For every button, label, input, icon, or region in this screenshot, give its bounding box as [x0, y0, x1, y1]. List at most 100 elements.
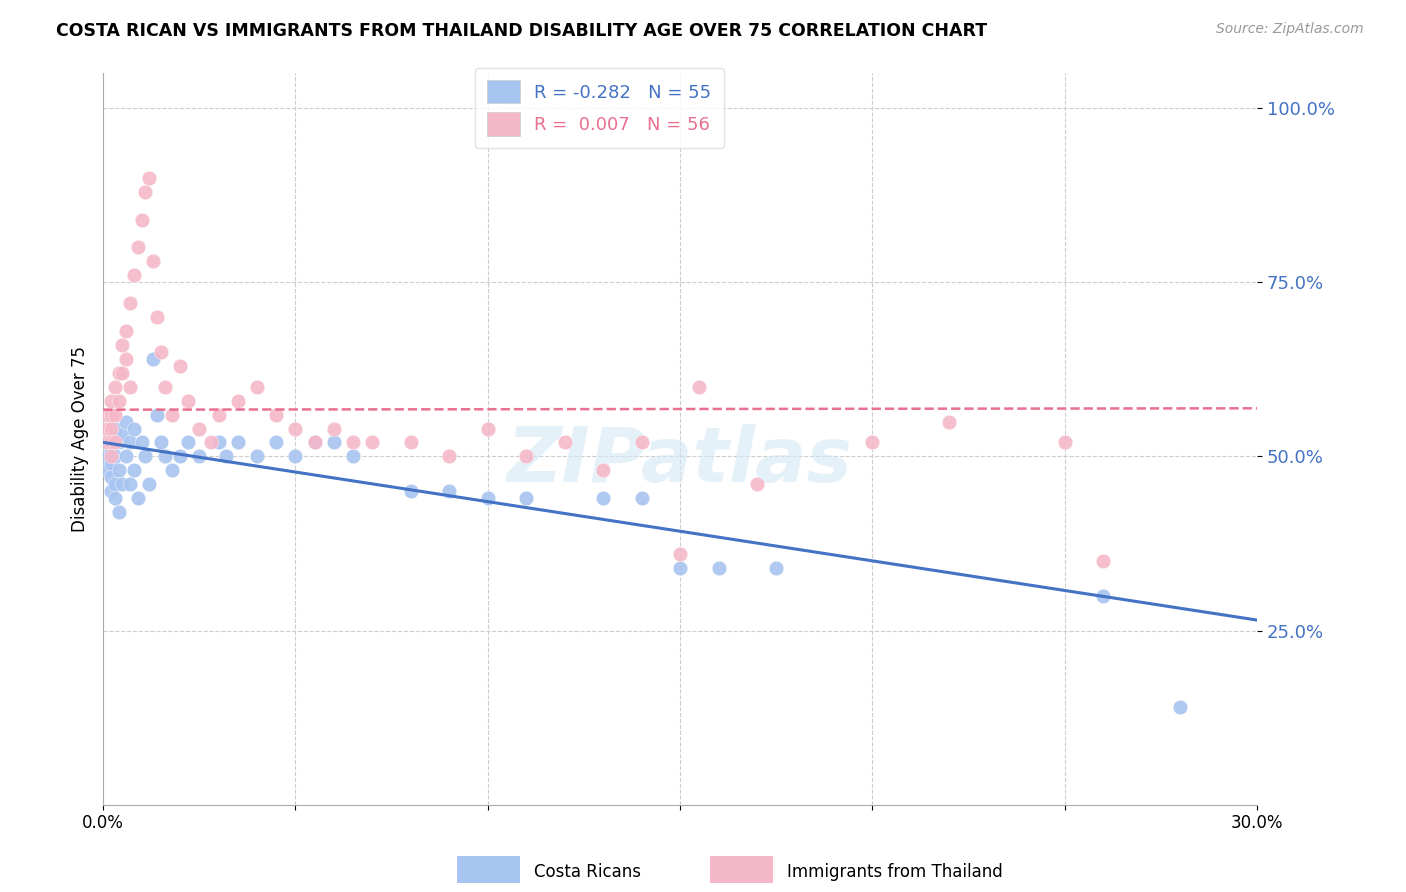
Point	[284, 450, 307, 464]
Point	[361, 435, 384, 450]
Point	[177, 435, 200, 450]
Point	[127, 240, 149, 254]
Point	[1168, 700, 1191, 714]
Point	[107, 435, 129, 450]
Point	[765, 561, 787, 575]
Point	[439, 484, 461, 499]
Point	[100, 470, 122, 484]
Point	[630, 491, 652, 505]
Point	[115, 415, 138, 429]
Point	[477, 491, 499, 505]
Point	[162, 408, 184, 422]
Point	[96, 408, 118, 422]
Point	[100, 393, 122, 408]
Point	[149, 344, 172, 359]
Point	[107, 393, 129, 408]
Point	[207, 408, 229, 422]
Point	[104, 408, 127, 422]
Point	[515, 450, 537, 464]
Point	[554, 435, 576, 450]
Point	[138, 477, 160, 491]
Point	[122, 268, 145, 283]
Point	[111, 428, 134, 442]
Point	[322, 435, 344, 450]
Point	[104, 380, 127, 394]
Point	[264, 408, 287, 422]
Point	[1092, 589, 1115, 603]
Point	[264, 435, 287, 450]
Point	[146, 310, 169, 324]
Text: ZIPatlas: ZIPatlas	[508, 424, 853, 498]
Point	[669, 561, 692, 575]
Point	[96, 463, 118, 477]
Point	[118, 435, 141, 450]
Point	[284, 421, 307, 435]
Point	[226, 393, 249, 408]
Point	[111, 338, 134, 352]
Point	[1053, 435, 1076, 450]
Point	[107, 366, 129, 380]
Point	[96, 450, 118, 464]
Point	[118, 477, 141, 491]
Point	[142, 254, 165, 268]
Point	[162, 463, 184, 477]
Point	[188, 421, 211, 435]
Point	[399, 484, 422, 499]
Point	[688, 380, 710, 394]
Point	[149, 435, 172, 450]
Point	[246, 380, 269, 394]
Point	[745, 477, 768, 491]
Point	[1092, 554, 1115, 568]
Point	[118, 296, 141, 310]
Point	[100, 450, 122, 464]
Point	[131, 212, 153, 227]
Y-axis label: Disability Age Over 75: Disability Age Over 75	[72, 346, 89, 532]
Point	[399, 435, 422, 450]
Point	[142, 351, 165, 366]
Point	[131, 435, 153, 450]
Point	[96, 435, 118, 450]
Point	[115, 351, 138, 366]
Point	[100, 442, 122, 457]
Point	[100, 456, 122, 470]
Point	[107, 463, 129, 477]
Text: COSTA RICAN VS IMMIGRANTS FROM THAILAND DISABILITY AGE OVER 75 CORRELATION CHART: COSTA RICAN VS IMMIGRANTS FROM THAILAND …	[56, 22, 987, 40]
Point	[477, 421, 499, 435]
Point	[100, 435, 122, 450]
Point	[439, 450, 461, 464]
Point	[515, 491, 537, 505]
Point	[177, 393, 200, 408]
Point	[111, 477, 134, 491]
Point	[115, 450, 138, 464]
Point	[104, 435, 127, 450]
Text: Costa Ricans: Costa Ricans	[534, 863, 641, 881]
Point	[111, 366, 134, 380]
Point	[100, 421, 122, 435]
Point	[100, 428, 122, 442]
Point	[304, 435, 326, 450]
Point	[592, 491, 614, 505]
Point	[107, 505, 129, 519]
Point	[246, 450, 269, 464]
Point	[127, 491, 149, 505]
Point	[304, 435, 326, 450]
Point	[96, 421, 118, 435]
Point	[207, 435, 229, 450]
Legend: R = -0.282   N = 55, R =  0.007   N = 56: R = -0.282 N = 55, R = 0.007 N = 56	[475, 68, 724, 148]
Point	[322, 421, 344, 435]
Point	[188, 450, 211, 464]
Point	[134, 185, 156, 199]
Point	[115, 324, 138, 338]
Point	[342, 435, 364, 450]
Text: Immigrants from Thailand: Immigrants from Thailand	[787, 863, 1002, 881]
Point	[104, 450, 127, 464]
Point	[104, 477, 127, 491]
Point	[122, 421, 145, 435]
Point	[100, 408, 122, 422]
Point	[669, 547, 692, 561]
Point	[938, 415, 960, 429]
Point	[592, 463, 614, 477]
Point	[215, 450, 238, 464]
Point	[342, 450, 364, 464]
Point	[104, 421, 127, 435]
